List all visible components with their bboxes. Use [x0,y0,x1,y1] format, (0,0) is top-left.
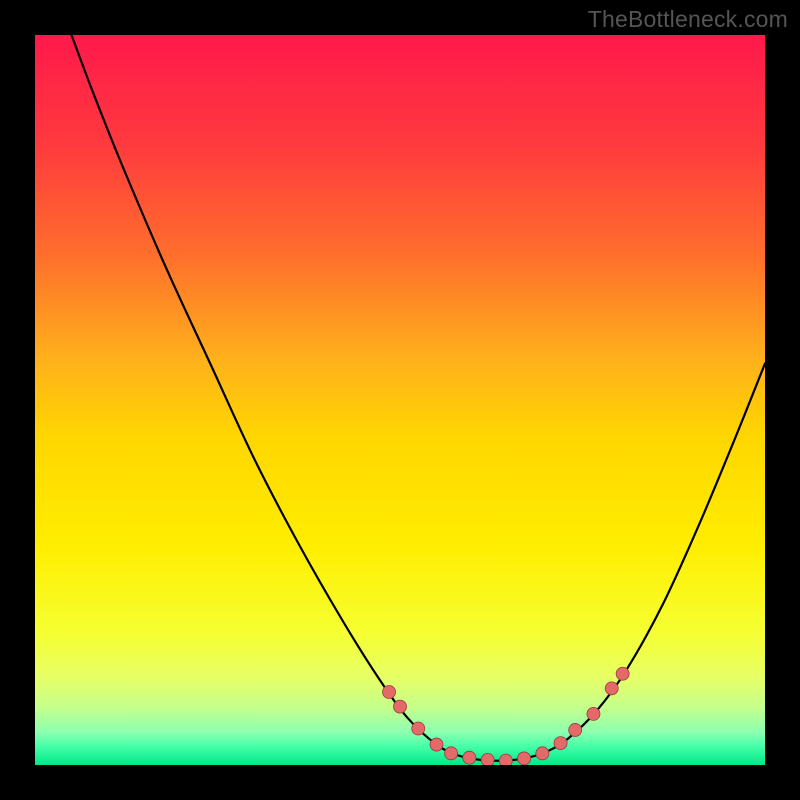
curve-marker [394,700,407,713]
curve-marker [554,737,567,750]
chart-canvas: TheBottleneck.com [0,0,800,800]
curve-marker [569,723,582,736]
curve-marker [463,751,476,764]
curve-marker [383,686,396,699]
curve-marker [616,667,629,680]
curve-marker [536,747,549,760]
curve-marker [518,752,531,765]
curve-marker [481,753,494,765]
gradient-background [35,35,765,765]
watermark-text: TheBottleneck.com [588,6,788,33]
curve-marker [430,738,443,751]
bottleneck-curve-plot [35,35,765,765]
plot-svg [35,35,765,765]
curve-marker [412,722,425,735]
curve-marker [499,754,512,765]
curve-marker [445,747,458,760]
curve-marker [605,682,618,695]
curve-marker [587,707,600,720]
